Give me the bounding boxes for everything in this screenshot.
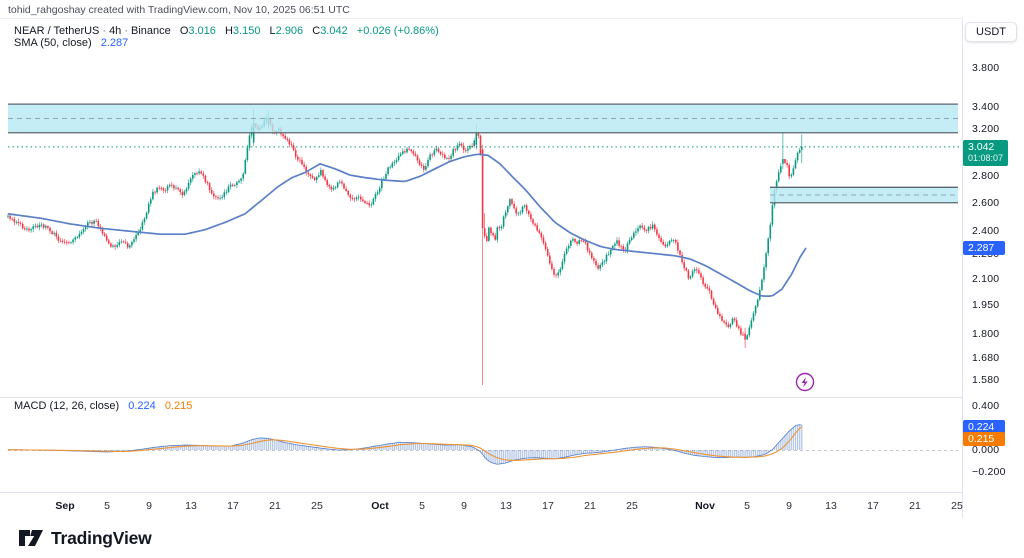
price-tick-label: 2.100 <box>972 272 1000 285</box>
price-tick-label: 3.800 <box>972 61 1000 74</box>
close-value: 3.042 <box>320 25 348 37</box>
time-tick-label: 25 <box>311 500 323 512</box>
last-price-badge: 3.042 01:08:07 <box>963 139 1009 166</box>
price-tick-label: 1.580 <box>972 374 1000 386</box>
time-tick-label: 13 <box>185 500 197 512</box>
price-tick-label: 1.950 <box>972 299 1000 312</box>
time-tick-label: 21 <box>269 500 281 512</box>
tradingview-logo-icon <box>19 530 43 546</box>
open-value: 3.016 <box>188 25 216 37</box>
price-tick-label: 1.800 <box>972 327 1000 340</box>
symbol-title[interactable]: NEAR / TetherUS <box>14 25 100 37</box>
sma-value: 2.287 <box>100 37 129 49</box>
exchange-label[interactable]: Binance <box>130 25 171 37</box>
tradingview-logo-text: TradingView <box>51 527 152 548</box>
high-letter: H <box>224 25 233 37</box>
time-tick-label: 5 <box>419 500 425 512</box>
macd-signal-badge: 0.215 <box>963 431 1005 446</box>
time-tick-label: 17 <box>867 500 879 512</box>
price-tick-label: 3.400 <box>972 101 1000 114</box>
watermark-attribution: tohid_rahgoshay created with TradingView… <box>8 4 350 16</box>
low-letter: L <box>269 25 276 37</box>
macd-value: 0.224 <box>128 400 156 412</box>
change-value: +0.026 (+0.86%) <box>356 25 439 37</box>
open-letter: O <box>179 25 189 37</box>
price-tick-label: 3.200 <box>972 122 1000 135</box>
low-value: 2.906 <box>275 25 304 37</box>
macd-tick-label: 0.000 <box>972 444 1000 456</box>
price-tick-label: 2.600 <box>972 196 1000 209</box>
time-tick-label: 9 <box>461 500 467 512</box>
time-tick-label: 25 <box>626 500 638 512</box>
macd-tick-label: −0.200 <box>972 466 1006 478</box>
currency-toggle-button[interactable]: USDT <box>965 22 1017 42</box>
time-axis[interactable]: Sep 5 9 13 17 21 25 Oct 5 9 13 17 21 25 Nov 5 9 13 17 21 25 <box>0 495 962 517</box>
interval-label[interactable]: 4h <box>109 25 122 37</box>
time-tick-label: 21 <box>909 500 921 512</box>
sma-title[interactable]: SMA (50, close) <box>14 37 92 49</box>
high-value: 3.150 <box>232 25 261 37</box>
bar-countdown: 01:08:07 <box>968 152 1004 163</box>
macd-value-badge: 0.224 <box>963 420 1005 435</box>
time-tick-label: 9 <box>786 500 792 512</box>
time-tick-label: 25 <box>951 500 963 512</box>
time-tick-label: 17 <box>227 500 239 512</box>
sma-legend[interactable]: SMA (50, close) 2.287 <box>14 37 128 50</box>
time-tick-label: 5 <box>104 500 110 512</box>
price-axis[interactable]: 3.8003.4003.2002.8002.6002.4002.2502.100… <box>963 18 1024 518</box>
time-tick-label: Sep <box>55 500 75 512</box>
close-letter: C <box>312 25 321 37</box>
time-tick-label: 13 <box>825 500 837 512</box>
price-tick-label: 2.800 <box>972 170 1000 183</box>
time-tick-label: Oct <box>371 500 389 512</box>
time-tick-label: 9 <box>146 500 152 512</box>
symbol-legend[interactable]: NEAR / TetherUS · 4h · Binance O3.016 H3.150… <box>14 25 439 38</box>
sma-price-badge: 2.287 <box>963 241 1005 256</box>
time-tick-label: 17 <box>542 500 554 512</box>
macd-title[interactable]: MACD (12, 26, close) <box>14 400 120 412</box>
price-tick-label: 1.680 <box>972 352 1000 365</box>
time-tick-label: 5 <box>744 500 750 512</box>
macd-legend[interactable]: MACD (12, 26, close) 0.224 0.215 <box>14 400 192 413</box>
macd-tick-label: 0.400 <box>972 400 1000 412</box>
time-tick-label: 21 <box>584 500 596 512</box>
last-price-value: 3.042 <box>968 140 995 153</box>
time-tick-label: Nov <box>695 500 715 512</box>
tradingview-logo[interactable]: TradingView <box>18 526 152 550</box>
pane-top-border <box>0 18 962 19</box>
macd-signal-value: 0.215 <box>164 400 193 412</box>
time-tick-label: 13 <box>500 500 512 512</box>
legend-separator: · <box>124 25 128 37</box>
price-tick-label: 2.400 <box>972 225 1000 238</box>
logo-bar: TradingView <box>0 518 1024 558</box>
legend-separator: · <box>102 25 107 37</box>
